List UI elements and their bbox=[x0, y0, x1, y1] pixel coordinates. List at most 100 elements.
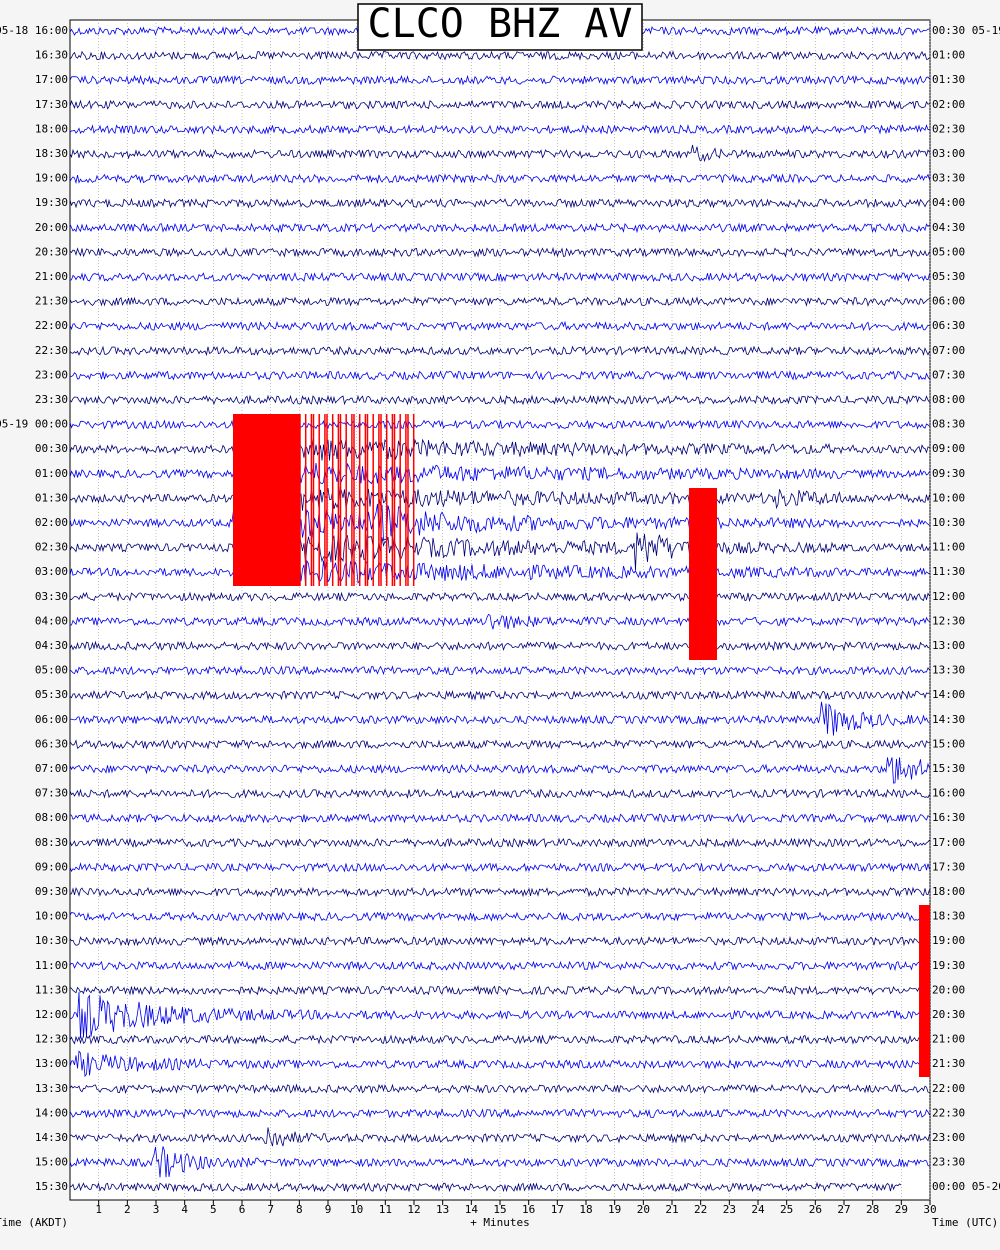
left-time-label: 23:30 bbox=[35, 393, 68, 406]
right-time-label: 04:00 bbox=[932, 196, 965, 209]
x-tick-label: 15 bbox=[493, 1203, 506, 1216]
trace bbox=[69, 1083, 930, 1095]
left-time-label: 11:00 bbox=[35, 959, 68, 972]
trace bbox=[69, 935, 930, 947]
right-time-label: 00:00 05-20 bbox=[932, 1180, 1000, 1193]
x-tick-label: 28 bbox=[866, 1203, 879, 1216]
trace bbox=[69, 640, 930, 652]
trace bbox=[69, 74, 930, 86]
right-time-label: 15:30 bbox=[932, 762, 965, 775]
left-time-label: 20:30 bbox=[35, 245, 68, 258]
x-tick-label: 13 bbox=[436, 1203, 449, 1216]
trace bbox=[69, 271, 930, 283]
x-tick-label: 27 bbox=[837, 1203, 850, 1216]
trace bbox=[69, 99, 930, 110]
right-time-label: 10:00 bbox=[932, 491, 965, 504]
left-time-label: 07:00 bbox=[35, 762, 68, 775]
right-time-label: 15:00 bbox=[932, 737, 965, 750]
x-tick-label: 8 bbox=[296, 1203, 303, 1216]
right-time-label: 05:30 bbox=[932, 270, 965, 283]
right-time-label: 07:00 bbox=[932, 344, 965, 357]
right-time-label: 23:00 bbox=[932, 1131, 965, 1144]
left-time-label: 00:30 bbox=[35, 442, 68, 455]
x-tick-label: 14 bbox=[465, 1203, 479, 1216]
clipped-signal bbox=[689, 488, 717, 660]
right-time-label: 08:00 bbox=[932, 393, 965, 406]
trace bbox=[69, 911, 930, 922]
x-tick-label: 10 bbox=[350, 1203, 363, 1216]
right-time-label: 17:30 bbox=[932, 860, 965, 873]
left-time-label: 19:00 bbox=[35, 172, 68, 185]
x-tick-label: 3 bbox=[153, 1203, 160, 1216]
left-time-label: 05:30 bbox=[35, 688, 68, 701]
right-time-label: 06:30 bbox=[932, 319, 965, 332]
left-time-label: 03:30 bbox=[35, 590, 68, 603]
trace bbox=[69, 419, 930, 430]
trace bbox=[69, 788, 930, 799]
right-time-label: 12:30 bbox=[932, 614, 965, 627]
x-tick-label: 6 bbox=[239, 1203, 246, 1216]
trace bbox=[69, 1050, 930, 1078]
left-time-label: 12:00 bbox=[35, 1008, 68, 1021]
left-time-label: 06:30 bbox=[35, 737, 68, 750]
trace bbox=[69, 1181, 902, 1193]
left-time-label: 13:00 bbox=[35, 1057, 68, 1070]
left-time-label: 08:30 bbox=[35, 836, 68, 849]
trace bbox=[69, 503, 930, 542]
right-time-label: 21:00 bbox=[932, 1033, 965, 1046]
clipped-signal bbox=[233, 414, 300, 586]
trace bbox=[69, 529, 930, 571]
left-time-label: 02:30 bbox=[35, 541, 68, 554]
trace bbox=[69, 960, 930, 972]
left-time-label: 04:00 bbox=[35, 614, 68, 627]
trace bbox=[69, 462, 930, 487]
trace bbox=[69, 1127, 930, 1147]
left-time-label: 20:00 bbox=[35, 221, 68, 234]
right-time-label: 07:30 bbox=[932, 368, 965, 381]
right-time-label: 13:30 bbox=[932, 664, 965, 677]
left-time-label: 23:00 bbox=[35, 368, 68, 381]
right-time-label: 09:00 bbox=[932, 442, 965, 455]
trace bbox=[69, 246, 930, 258]
right-time-label: 03:30 bbox=[932, 172, 965, 185]
right-time-label: 14:30 bbox=[932, 713, 965, 726]
right-time-label: 11:30 bbox=[932, 565, 965, 578]
right-time-label: 18:30 bbox=[932, 910, 965, 923]
x-tick-label: 19 bbox=[608, 1203, 621, 1216]
right-axis-label: Time (UTC) bbox=[932, 1216, 998, 1229]
left-time-label: 14:00 bbox=[35, 1106, 68, 1119]
x-tick-label: 5 bbox=[210, 1203, 217, 1216]
x-tick-label: 2 bbox=[124, 1203, 131, 1216]
right-time-label: 00:30 05-19 bbox=[932, 24, 1000, 37]
right-time-label: 20:00 bbox=[932, 983, 965, 996]
trace bbox=[69, 173, 930, 185]
trace bbox=[69, 984, 930, 996]
x-tick-label: 17 bbox=[551, 1203, 564, 1216]
trace bbox=[69, 757, 930, 784]
left-time-label: 17:00 bbox=[35, 73, 68, 86]
left-time-label: 14:30 bbox=[35, 1131, 68, 1144]
trace bbox=[69, 1108, 930, 1119]
trace bbox=[69, 738, 930, 750]
title-box bbox=[357, 3, 643, 51]
left-time-label: 21:00 bbox=[35, 270, 68, 283]
trace bbox=[69, 991, 930, 1039]
x-tick-label: 18 bbox=[579, 1203, 592, 1216]
right-time-label: 02:00 bbox=[932, 98, 965, 111]
trace bbox=[69, 665, 930, 677]
clipped-signal bbox=[919, 905, 930, 1077]
x-tick-label: 4 bbox=[181, 1203, 188, 1216]
trace bbox=[69, 50, 930, 61]
x-axis-label: + Minutes bbox=[470, 1216, 530, 1229]
left-time-label: 05:00 bbox=[35, 664, 68, 677]
trace bbox=[70, 886, 930, 898]
x-tick-label: 25 bbox=[780, 1203, 793, 1216]
left-time-label: 17:30 bbox=[35, 98, 68, 111]
x-tick-label: 22 bbox=[694, 1203, 707, 1216]
left-time-label: 04:30 bbox=[35, 639, 68, 652]
right-time-label: 11:00 bbox=[932, 541, 965, 554]
left-time-label: 13:30 bbox=[35, 1082, 68, 1095]
trace bbox=[69, 222, 930, 234]
left-time-label: 21:30 bbox=[35, 295, 68, 308]
